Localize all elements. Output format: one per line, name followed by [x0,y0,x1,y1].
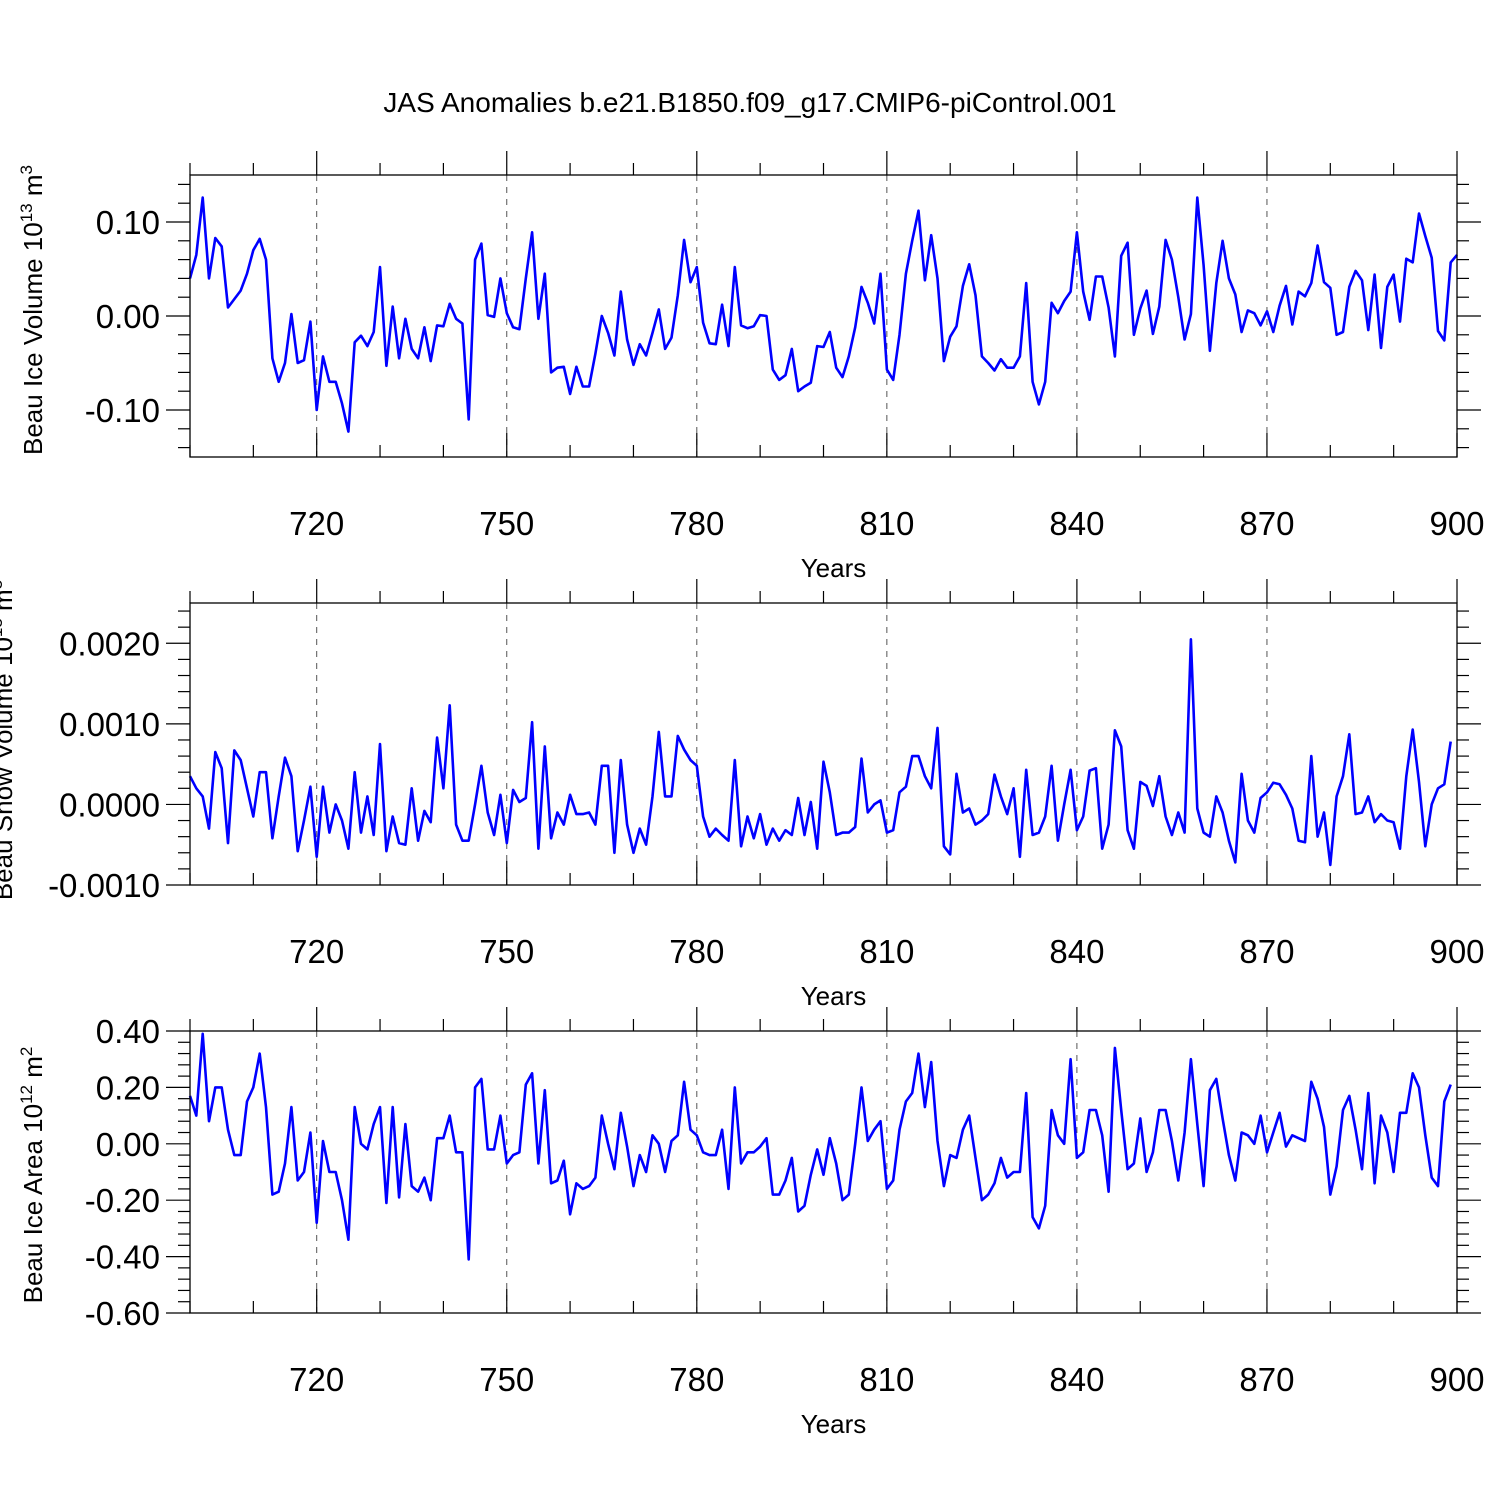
x-tick-label: 720 [289,505,344,542]
x-tick-label: 720 [289,933,344,970]
x-axis-label: Years [801,981,867,1011]
y-axis-label-exponent: 13 [0,618,6,637]
chart-panels: -0.10 0.00 0.10 720 750 780 810 840 870 900 Years B… [0,151,1485,1439]
y-tick-label: 0.00 [96,298,160,335]
plot-frame [189,602,1458,886]
x-tick-label: 840 [1049,505,1104,542]
y-tick-label: 0.0000 [59,786,160,823]
y-tick-label: -0.20 [85,1182,160,1219]
series-line [188,196,1458,433]
y-axis-label-text: Beau Ice Volume 10 [18,222,48,455]
x-tick-label: 870 [1239,1361,1294,1398]
y-tick-label: -0.40 [85,1239,160,1276]
x-tick-label: 870 [1239,505,1294,542]
y-tick-label: 0.0020 [59,625,160,662]
plot-frame [189,174,1458,458]
y-tick-label: 0.0010 [59,706,160,743]
x-tick-label: 810 [859,933,914,970]
y-tick-label: 0.00 [96,1126,160,1163]
x-tick-label: 840 [1049,933,1104,970]
y-axis-label: Beau Ice Volume 1013 m3 [17,165,48,455]
y-tick-label: -0.60 [85,1295,160,1332]
x-tick-label: 900 [1429,505,1484,542]
panel-3: -0.60 -0.40 -0.20 0.00 0.20 0.40 720 750 780 810 8… [17,1007,1485,1439]
y-axis-label: Beau Snow Volume 1013 m3 [0,580,18,900]
y-axis-label-unit-exponent: 3 [0,580,6,589]
plot-frame [189,1030,1458,1314]
y-axis-label: Beau Ice Area 1012 m2 [17,1047,48,1304]
panel-2: -0.0010 0.0000 0.0010 0.0020 720 750 780 810 840… [0,579,1485,1011]
x-tick-label: 780 [669,933,724,970]
y-axis-label-text: Beau Snow Volume 10 [0,637,18,900]
y-tick-label: 0.10 [96,204,160,241]
x-tick-label: 780 [669,505,724,542]
x-tick-label: 900 [1429,1361,1484,1398]
x-tick-label: 810 [859,1361,914,1398]
y-axis-label-unit: m [18,174,48,203]
y-axis-label-unit: m [18,1056,48,1085]
x-tick-label: 870 [1239,933,1294,970]
y-tick-label: -0.10 [85,392,160,429]
y-tick-label: -0.0010 [48,867,160,904]
series-line [188,637,1452,867]
y-axis-label-unit: m [0,589,18,618]
x-tick-label: 900 [1429,933,1484,970]
y-axis-label-unit-exponent: 3 [17,165,36,174]
y-axis-label-unit-exponent: 2 [17,1047,36,1056]
figure-title: JAS Anomalies b.e21.B1850.f09_g17.CMIP6-… [383,87,1116,118]
x-tick-label: 750 [479,1361,534,1398]
y-tick-label: 0.20 [96,1069,160,1106]
x-tick-label: 750 [479,933,534,970]
series-line [188,1032,1452,1261]
y-axis-label-text: Beau Ice Area 10 [18,1104,48,1303]
x-axis-label: Years [801,1409,867,1439]
x-tick-label: 750 [479,505,534,542]
x-tick-label: 840 [1049,1361,1104,1398]
y-axis-label-exponent: 13 [17,203,36,222]
y-axis-label-exponent: 12 [17,1085,36,1104]
panel-1: -0.10 0.00 0.10 720 750 780 810 840 870 900 Years B… [17,151,1485,583]
x-tick-label: 720 [289,1361,344,1398]
x-tick-label: 780 [669,1361,724,1398]
y-tick-label: 0.40 [96,1013,160,1050]
x-axis-label: Years [801,553,867,583]
x-tick-label: 810 [859,505,914,542]
